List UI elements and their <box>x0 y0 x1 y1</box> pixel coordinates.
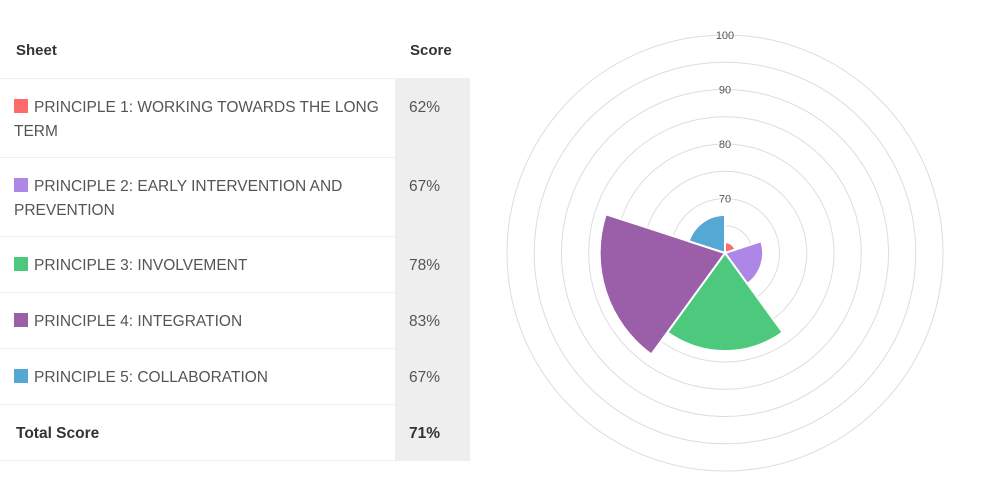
polar-slice <box>723 239 765 286</box>
table-row: PRINCIPLE 4: INTEGRATION 83% <box>0 292 470 349</box>
legend-swatch <box>14 99 28 113</box>
sheet-cell: PRINCIPLE 5: COLLABORATION <box>0 348 395 405</box>
table-header-row: Sheet Score <box>0 22 470 79</box>
legend-swatch <box>14 313 28 327</box>
sheet-label: PRINCIPLE 1: WORKING TOWARDS THE LONG TE… <box>14 99 379 140</box>
radial-tick-label: 80 <box>719 139 731 151</box>
polar-chart-svg: 70 80 90 100 <box>506 30 944 472</box>
total-score: 71% <box>395 404 470 461</box>
grid-ring <box>588 116 862 390</box>
total-label: Total Score <box>0 404 395 461</box>
score-cell: 62% <box>395 78 470 158</box>
sheet-column-header: Sheet <box>0 22 395 79</box>
radial-tick-label: 90 <box>719 85 731 97</box>
grid-ring <box>533 61 917 445</box>
score-cell: 78% <box>395 236 470 293</box>
legend-swatch <box>14 257 28 271</box>
polar-slice <box>665 251 785 353</box>
radial-tick-label: 70 <box>719 194 731 206</box>
score-cell: 67% <box>395 157 470 237</box>
table-row: PRINCIPLE 1: WORKING TOWARDS THE LONG TE… <box>0 78 470 158</box>
score-column-header: Score <box>395 22 470 79</box>
sheet-label: PRINCIPLE 3: INVOLVEMENT <box>34 257 248 274</box>
polar-slice <box>687 213 726 255</box>
sheet-label: PRINCIPLE 2: EARLY INTERVENTION AND PREV… <box>14 178 343 219</box>
score-table: Sheet Score PRINCIPLE 1: WORKING TOWARDS… <box>0 22 470 461</box>
grid-ring <box>506 34 944 472</box>
table-row: PRINCIPLE 3: INVOLVEMENT 78% <box>0 236 470 293</box>
sheet-cell: PRINCIPLE 3: INVOLVEMENT <box>0 236 395 293</box>
sheet-label: PRINCIPLE 4: INTEGRATION <box>34 313 243 330</box>
radial-tick-label: 100 <box>716 30 734 42</box>
score-cell: 67% <box>395 348 470 405</box>
sheet-label: PRINCIPLE 5: COLLABORATION <box>34 369 268 386</box>
table-row: PRINCIPLE 2: EARLY INTERVENTION AND PREV… <box>0 157 470 237</box>
sheet-cell: PRINCIPLE 1: WORKING TOWARDS THE LONG TE… <box>0 78 395 158</box>
score-table-container: Sheet Score PRINCIPLE 1: WORKING TOWARDS… <box>0 22 470 461</box>
sheet-cell: PRINCIPLE 4: INTEGRATION <box>0 292 395 349</box>
polar-slice <box>598 213 727 356</box>
score-cell: 83% <box>395 292 470 349</box>
total-row: Total Score 71% <box>0 404 470 461</box>
polar-area-chart: 70 80 90 100 <box>480 0 999 484</box>
sheet-cell: PRINCIPLE 2: EARLY INTERVENTION AND PREV… <box>0 157 395 237</box>
legend-swatch <box>14 369 28 383</box>
grid-ring <box>561 89 889 417</box>
table-row: PRINCIPLE 5: COLLABORATION 67% <box>0 348 470 405</box>
legend-swatch <box>14 178 28 192</box>
